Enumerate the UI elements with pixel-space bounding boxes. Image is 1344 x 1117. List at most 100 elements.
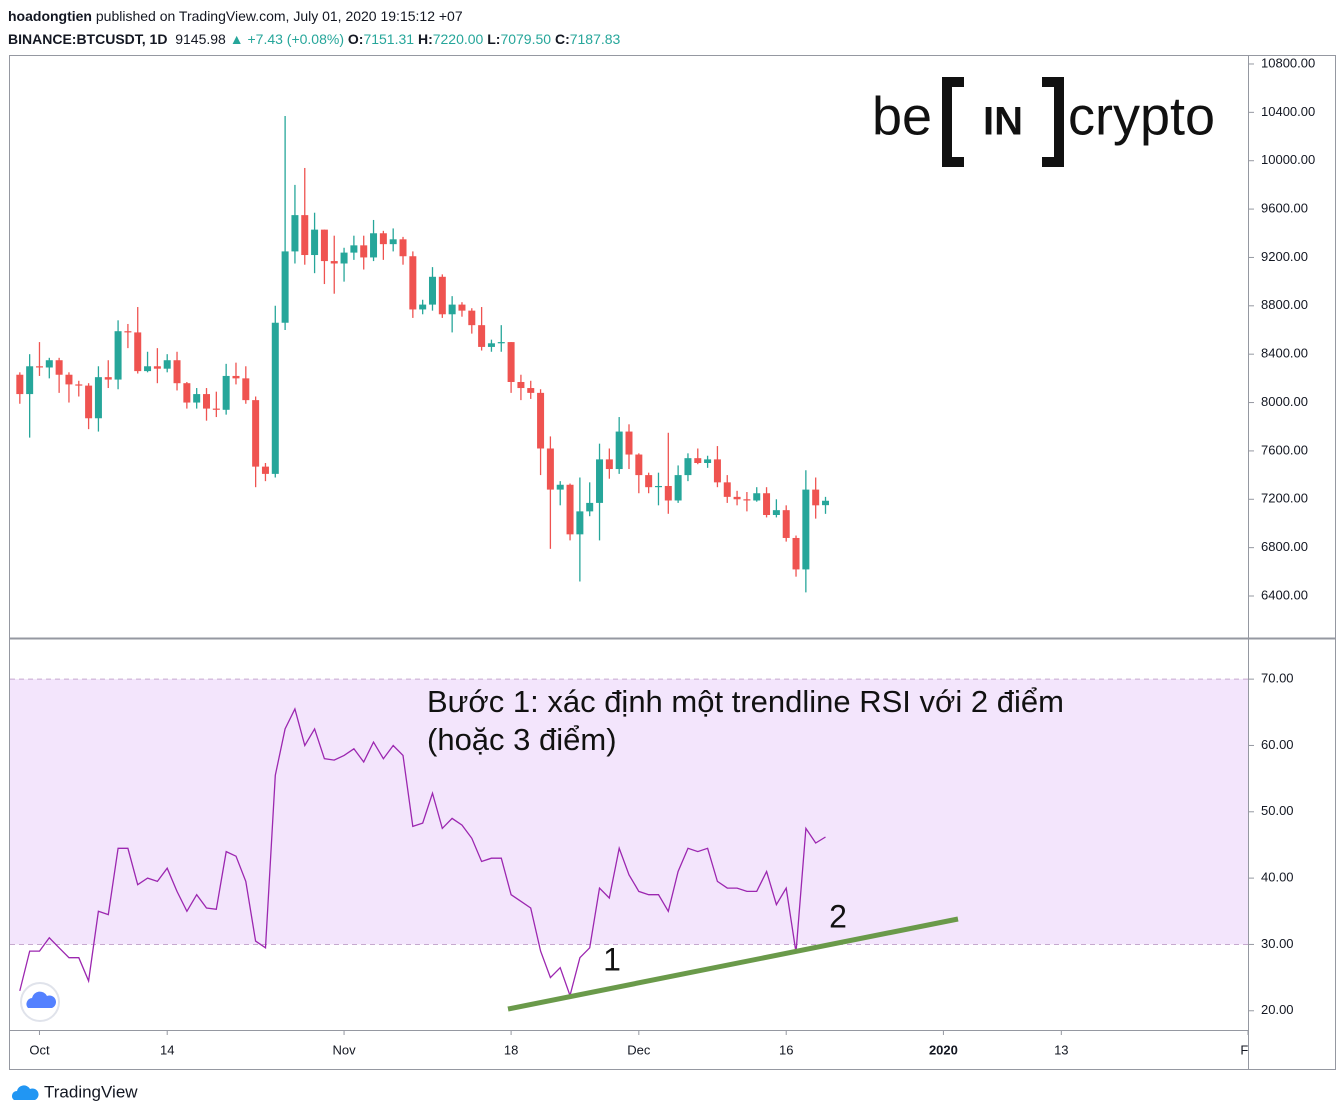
candle-body xyxy=(379,233,387,245)
candle-body xyxy=(782,510,790,538)
footer-brand: TradingView xyxy=(44,1082,138,1101)
candle-body xyxy=(645,475,653,488)
candle-body xyxy=(94,377,102,419)
logo-middle: IN xyxy=(983,100,1023,144)
y-tick-label: 8800.00 xyxy=(1261,297,1308,312)
candle-body xyxy=(605,459,613,470)
candle-body xyxy=(792,537,800,570)
candle-body xyxy=(458,304,466,311)
header-line-2: BINANCE:BTCUSDT, 1D 9145.98 ▲ +7.43 (+0.… xyxy=(8,28,620,51)
candle-body xyxy=(104,377,112,380)
annotation-line: Bước 1: xác định một trendline RSI với 2… xyxy=(427,684,1064,719)
x-tick-label: Dec xyxy=(627,1042,651,1057)
candle-body xyxy=(546,448,554,490)
candle-body xyxy=(527,388,535,393)
candle-body xyxy=(625,431,633,455)
frame xyxy=(9,55,1336,1070)
candle-body xyxy=(16,374,24,395)
candle-body xyxy=(419,304,427,310)
candle-body xyxy=(271,322,279,474)
trendline xyxy=(507,916,959,1012)
candle-body xyxy=(576,511,584,535)
candle-body xyxy=(340,252,348,264)
y-tick-label: 9200.00 xyxy=(1261,249,1308,264)
candle-body xyxy=(370,233,378,258)
y-tick-label: 7600.00 xyxy=(1261,442,1308,457)
candle-body xyxy=(65,374,73,385)
y-tick-label: 8000.00 xyxy=(1261,394,1308,409)
candle-body xyxy=(26,366,34,395)
rsi-band xyxy=(10,679,1248,945)
y-tick-label: 50.00 xyxy=(1261,803,1294,818)
y-tick-label: 6800.00 xyxy=(1261,539,1308,554)
candle-body xyxy=(772,510,780,515)
logo-left: be xyxy=(872,86,932,146)
x-tick-label: 16 xyxy=(779,1042,793,1057)
x-tick-label: Nov xyxy=(333,1042,357,1057)
candle-body xyxy=(203,394,211,409)
candle-body xyxy=(654,485,662,488)
logo-bracket xyxy=(942,77,964,167)
candle-body xyxy=(350,245,358,253)
candle-body xyxy=(566,484,574,535)
candle-body xyxy=(517,381,525,389)
change: ▲ +7.43 (+0.08%) xyxy=(229,31,344,47)
y-tick-label: 10000.00 xyxy=(1261,152,1315,167)
candle-body xyxy=(360,245,368,258)
candle-body xyxy=(281,251,289,323)
candle-body xyxy=(252,400,260,467)
candle-body xyxy=(763,493,771,515)
candle-body xyxy=(193,394,201,403)
ohlc-label: H: xyxy=(417,31,433,47)
candle-body xyxy=(114,331,122,380)
candle-body xyxy=(497,342,505,344)
x-tick-label: Oct xyxy=(29,1042,50,1057)
candle-body xyxy=(478,325,486,347)
logo-right: crypto xyxy=(1068,86,1215,146)
candle-body xyxy=(173,360,181,384)
logo: be IN crypto xyxy=(872,77,1215,167)
candle-body xyxy=(55,360,63,375)
candle-body xyxy=(802,489,810,570)
candle-body xyxy=(468,310,476,326)
logo-bracket xyxy=(1042,77,1064,167)
candle-body xyxy=(163,360,171,369)
y-tick-label: 20.00 xyxy=(1261,1002,1294,1017)
candle-body xyxy=(507,342,515,382)
header: hoadongtien published on TradingView.com… xyxy=(8,5,620,51)
candle-body xyxy=(124,331,132,333)
candle-body xyxy=(556,484,564,490)
x-tick-label: 2020 xyxy=(929,1042,958,1057)
candle-body xyxy=(183,383,191,403)
candle-body xyxy=(320,229,328,262)
ohlc-value: 7187.83 xyxy=(569,31,621,47)
candle-body xyxy=(399,239,407,257)
candle-body xyxy=(487,343,495,347)
x-tick-label: Fe xyxy=(1240,1042,1255,1057)
last-price: 9145.98 xyxy=(175,31,226,47)
y-tick-label: 9600.00 xyxy=(1261,201,1308,216)
candle-body xyxy=(330,261,338,264)
candle-body xyxy=(822,500,830,506)
candle-body xyxy=(35,366,43,368)
candle-body xyxy=(232,375,240,379)
candle-body xyxy=(723,482,731,497)
candle-body xyxy=(664,485,672,501)
y-tick-label: 60.00 xyxy=(1261,737,1294,752)
point-label: 1 xyxy=(603,941,621,977)
candle-body xyxy=(45,360,53,368)
candle-body xyxy=(291,215,299,252)
candle-body xyxy=(222,375,230,410)
candle-body xyxy=(134,332,142,372)
ohlc-value: 7079.50 xyxy=(500,31,552,47)
candle-body xyxy=(212,408,220,410)
candle-body xyxy=(75,384,83,386)
ohlc-value: 7151.31 xyxy=(363,31,415,47)
rsi-line xyxy=(19,707,826,998)
candle-body xyxy=(311,229,319,256)
y-tick-label: 40.00 xyxy=(1261,870,1294,885)
x-tick-label: 13 xyxy=(1054,1042,1068,1057)
candle-body xyxy=(428,276,436,305)
